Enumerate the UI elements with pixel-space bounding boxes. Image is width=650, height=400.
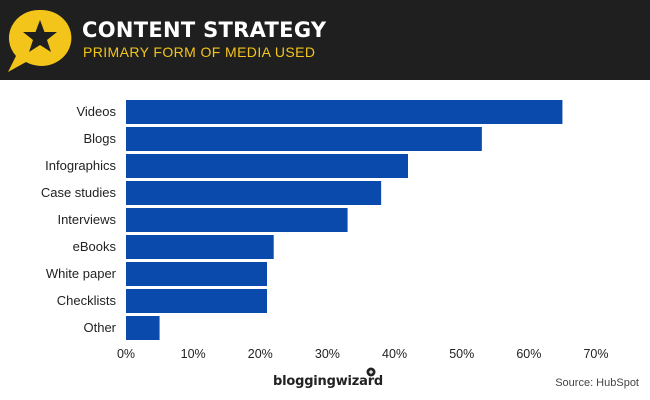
x-tick-label: 60% [516,347,541,361]
bar-blogs [126,127,482,151]
bar-other [126,316,160,340]
x-tick-label: 40% [382,347,407,361]
x-tick-label: 20% [248,347,273,361]
brand-wand-icon [366,367,376,377]
x-tick-labels: 0% 10% 20% 30% 40% 50% 60% 70% [117,347,609,361]
category-label: Interviews [57,212,116,227]
header-banner: CONTENT STRATEGY PRIMARY FORM OF MEDIA U… [0,0,650,80]
chart-bars [126,100,563,340]
source-note: Source: HubSpot [555,377,639,389]
x-tick-label: 0% [117,347,135,361]
category-label: eBooks [73,239,117,254]
page-subtitle: PRIMARY FORM OF MEDIA USED [83,44,316,60]
category-label: Other [83,320,116,335]
star-speech-bubble-icon [8,9,72,72]
page-title: CONTENT STRATEGY [82,18,327,42]
bar-infographics [126,154,408,178]
bar-case-studies [126,181,382,205]
category-label: Case studies [41,185,117,200]
brand-logo: bloggingwizard [273,374,384,389]
bar-videos [126,100,563,124]
category-label: Blogs [83,131,116,146]
category-labels: Videos Blogs Infographics Case studies Inter… [41,104,117,335]
x-tick-label: 30% [315,347,340,361]
category-label: Infographics [45,158,116,173]
x-tick-label: 50% [449,347,474,361]
bar-checklists [126,289,267,313]
bar-chart: Videos Blogs Infographics Case studies Inter… [41,100,609,361]
category-label: White paper [46,266,117,281]
x-tick-label: 70% [583,347,608,361]
bar-interviews [126,208,348,232]
x-tick-label: 10% [181,347,206,361]
bar-white-paper [126,262,267,286]
category-label: Checklists [57,293,117,308]
bar-ebooks [126,235,274,259]
category-label: Videos [76,104,116,119]
